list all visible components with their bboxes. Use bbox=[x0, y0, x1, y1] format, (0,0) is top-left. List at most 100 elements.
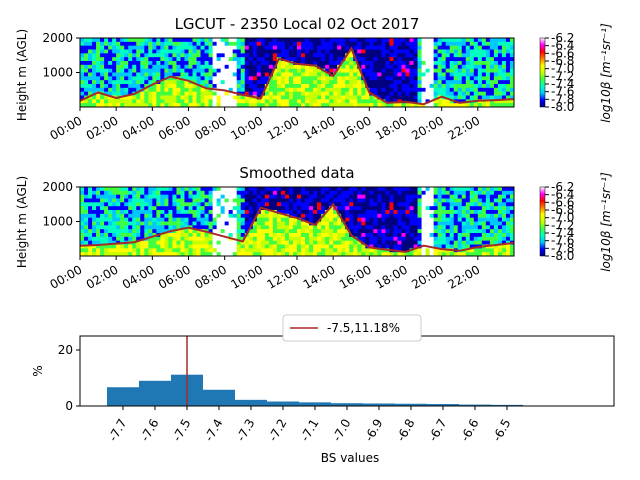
heatmap-cell bbox=[441, 76, 447, 81]
heatmap-cell bbox=[112, 61, 117, 66]
heatmap-cell bbox=[284, 210, 290, 215]
heatmap-cell bbox=[224, 236, 230, 242]
heatmap-cell bbox=[357, 187, 362, 192]
x-tick-label: 14:00 bbox=[301, 262, 338, 291]
heatmap-cell bbox=[317, 68, 322, 73]
heatmap-cell bbox=[104, 252, 109, 256]
heatmap-cell bbox=[264, 202, 270, 207]
heatmap-cell bbox=[313, 49, 318, 54]
heatmap-cell bbox=[329, 190, 334, 196]
heatmap-cell bbox=[465, 80, 471, 85]
heatmap-cell bbox=[465, 240, 471, 245]
heatmap-cell bbox=[260, 64, 266, 70]
heatmap-cell bbox=[353, 72, 358, 77]
heatmap-cell bbox=[377, 187, 382, 192]
heatmap-cell bbox=[264, 72, 270, 77]
heatmap-cell bbox=[401, 187, 406, 192]
heatmap-cell bbox=[317, 91, 322, 96]
heatmap-cell bbox=[481, 49, 487, 54]
heatmap-cell bbox=[405, 57, 410, 62]
heatmap-cell bbox=[457, 76, 463, 81]
heatmap-cell bbox=[184, 217, 189, 222]
heatmap-cell bbox=[445, 95, 451, 100]
heatmap-cell bbox=[389, 80, 394, 85]
heatmap-cell bbox=[401, 41, 406, 47]
heatmap-cell bbox=[184, 53, 189, 58]
heatmap-cell bbox=[457, 252, 463, 256]
heatmap-cell bbox=[453, 95, 459, 100]
heatmap-cell bbox=[240, 248, 246, 253]
heatmap-cell bbox=[288, 248, 294, 253]
heatmap-cell bbox=[288, 210, 294, 215]
heatmap-cell bbox=[397, 76, 402, 81]
heatmap-cell bbox=[333, 87, 338, 93]
heatmap-cell bbox=[413, 210, 418, 215]
heatmap-cell bbox=[132, 221, 137, 226]
heatmap-cell bbox=[248, 72, 254, 77]
heatmap-cell bbox=[272, 202, 278, 207]
heatmap-cell bbox=[144, 252, 149, 256]
heatmap-cell bbox=[309, 229, 314, 234]
heatmap-cell bbox=[268, 61, 274, 66]
heatmap-cell bbox=[152, 64, 157, 70]
heatmap-cell bbox=[449, 229, 455, 234]
heatmap-cell bbox=[112, 45, 117, 50]
heatmap-cell bbox=[429, 206, 435, 211]
heatmap-cell bbox=[501, 45, 507, 50]
heatmap-cell bbox=[437, 198, 443, 203]
heatmap-cell bbox=[128, 221, 133, 226]
heatmap-cell bbox=[381, 198, 386, 203]
heatmap-cell bbox=[465, 198, 471, 203]
heatmap-cell bbox=[477, 252, 483, 256]
heatmap-cell bbox=[477, 80, 483, 85]
heatmap-cell bbox=[301, 198, 306, 203]
heatmap-cell bbox=[477, 217, 483, 222]
heatmap-cell bbox=[268, 45, 274, 50]
heatmap-cell bbox=[509, 198, 514, 203]
heatmap-cell bbox=[437, 210, 443, 215]
heatmap-cell bbox=[192, 236, 197, 242]
heatmap-cell bbox=[216, 244, 222, 249]
heatmap-cell bbox=[353, 76, 358, 81]
heatmap-cell bbox=[200, 95, 205, 100]
heatmap-cell bbox=[156, 236, 161, 242]
heatmap-cell bbox=[437, 240, 443, 245]
heatmap-cell bbox=[156, 87, 161, 93]
heatmap-cell bbox=[449, 99, 455, 104]
heatmap-cell bbox=[136, 236, 141, 242]
heatmap-cell bbox=[485, 53, 491, 58]
heatmap-cell bbox=[220, 210, 226, 215]
heatmap-cell bbox=[152, 76, 157, 81]
heatmap-cell bbox=[136, 202, 141, 207]
heatmap-cell bbox=[268, 84, 274, 89]
heatmap-cell bbox=[276, 99, 282, 104]
heatmap-cell bbox=[509, 202, 514, 207]
heatmap-cell bbox=[164, 221, 169, 226]
heatmap-cell bbox=[421, 80, 426, 85]
heatmap-cell bbox=[224, 202, 230, 207]
heatmap-cell bbox=[305, 248, 310, 253]
heatmap-cell bbox=[184, 91, 189, 96]
heatmap-cell bbox=[156, 45, 161, 50]
heatmap-cell bbox=[337, 190, 342, 196]
heatmap-cell bbox=[381, 45, 386, 50]
heatmap-cell bbox=[120, 87, 125, 93]
heatmap-cell bbox=[449, 236, 455, 242]
heatmap-cell bbox=[413, 49, 418, 54]
heatmap-cell bbox=[272, 194, 278, 199]
heatmap-cell bbox=[184, 202, 189, 207]
heatmap-cell bbox=[216, 84, 222, 89]
heatmap-cell bbox=[244, 64, 250, 70]
heatmap-cell bbox=[377, 45, 382, 50]
heatmap-cell bbox=[200, 38, 205, 43]
heatmap-cell bbox=[88, 210, 93, 215]
heatmap-cell bbox=[120, 233, 125, 238]
heatmap-cell bbox=[84, 236, 89, 242]
heatmap-cell bbox=[325, 236, 330, 242]
heatmap-cell bbox=[317, 206, 322, 211]
heatmap-cell bbox=[461, 190, 467, 196]
heatmap-cell bbox=[120, 221, 125, 226]
heatmap-cell bbox=[180, 72, 185, 77]
heatmap-cell bbox=[120, 45, 125, 50]
heatmap-cell bbox=[148, 76, 153, 81]
